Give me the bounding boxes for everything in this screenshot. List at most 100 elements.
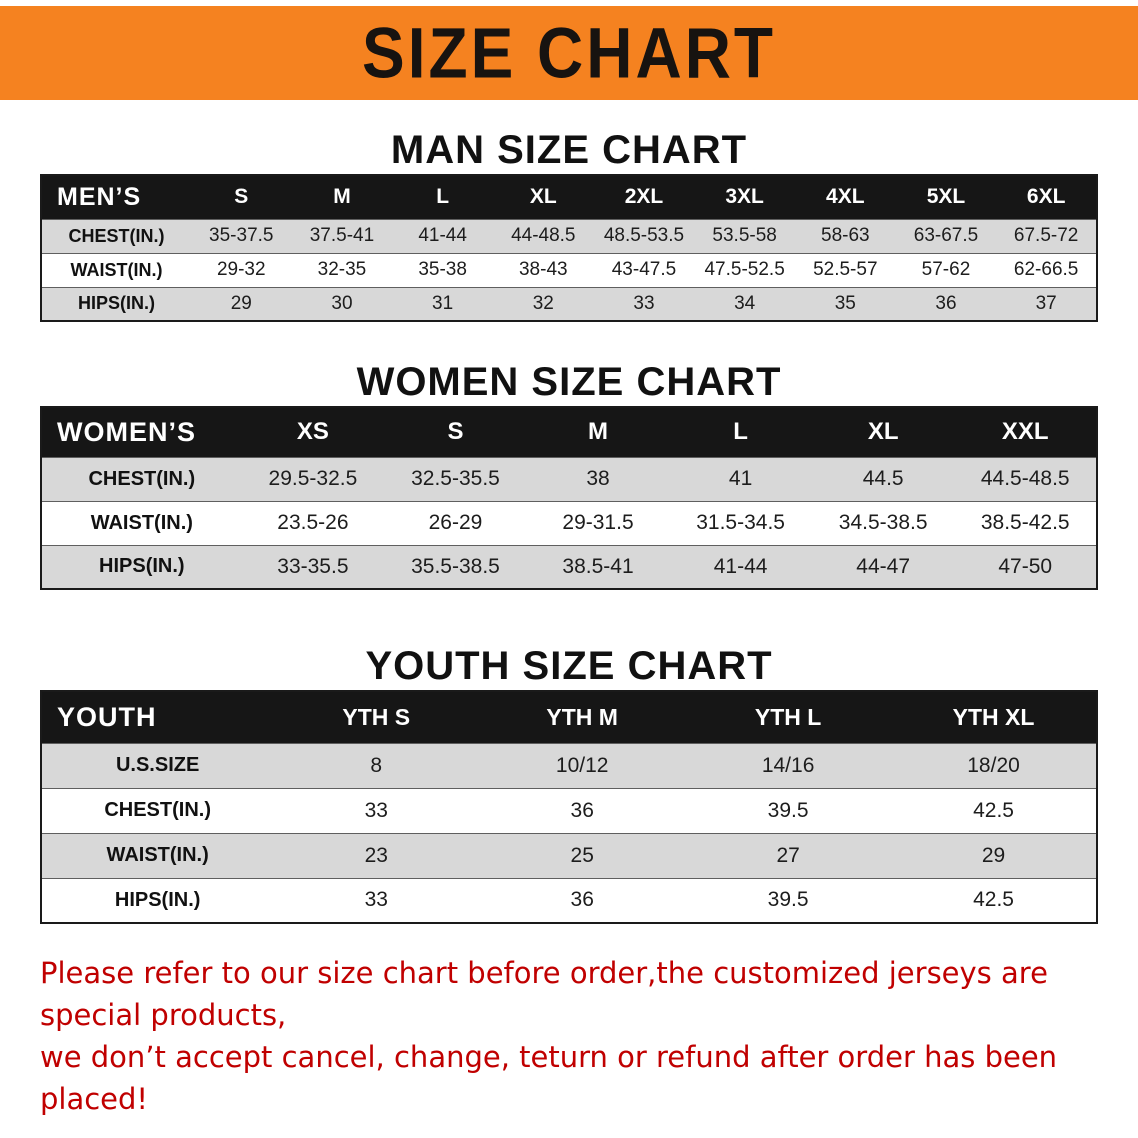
men-header-row: MEN’S S M L XL 2XL 3XL 4XL 5XL 6XL — [41, 175, 1097, 219]
youth-cell-0-3: 18/20 — [891, 742, 1097, 788]
men-cell-2-3: 32 — [492, 286, 594, 321]
men-cell-1-4: 43-47.5 — [593, 252, 695, 287]
men-row-2: HIPS(IN.) 29 30 31 32 33 34 35 36 37 — [41, 286, 1097, 321]
youth-cell-1-1: 36 — [479, 787, 686, 833]
youth-row-3: HIPS(IN.) 33 36 39.5 42.5 — [41, 877, 1097, 923]
men-row-label-2: HIPS(IN.) — [41, 286, 191, 321]
men-size-col-7: 5XL — [926, 185, 966, 209]
women-row-label-2: HIPS(IN.) — [41, 544, 242, 589]
women-size-col-0: XS — [296, 418, 329, 446]
women-row-label-1: WAIST(IN.) — [41, 500, 242, 545]
women-size-col-1: S — [447, 418, 464, 446]
men-cell-0-6: 58-63 — [794, 218, 896, 253]
men-cell-0-8: 67.5-72 — [996, 218, 1097, 253]
women-cell-1-2: 29-31.5 — [526, 500, 670, 545]
men-cell-1-5: 47.5-52.5 — [694, 252, 795, 287]
men-size-table: MEN’S S M L XL 2XL 3XL 4XL 5XL 6XL CHEST(IN.) 35-37… — [40, 174, 1098, 322]
men-cell-2-6: 35 — [794, 286, 896, 321]
men-section-heading: MAN SIZE CHART — [390, 128, 748, 172]
footer-line-2: we don’t accept cancel, change, teturn o… — [40, 1040, 1058, 1116]
women-cell-0-4: 44.5 — [811, 456, 955, 501]
youth-cell-3-2: 39.5 — [685, 877, 892, 923]
women-cell-0-5: 44.5-48.5 — [954, 456, 1097, 501]
women-cell-1-0: 23.5-26 — [241, 500, 385, 545]
women-cell-0-0: 29.5-32.5 — [241, 456, 385, 501]
men-section: MAN SIZE CHART MEN’S S M L XL 2XL 3XL 4XL 5XL 6XL… — [0, 126, 1138, 322]
men-row-0: CHEST(IN.) 35-37.5 37.5-41 41-44 44-48.5 48.5… — [41, 218, 1097, 253]
youth-row-0: U.S.SIZE 8 10/12 14/16 18/20 — [41, 742, 1097, 788]
men-cell-2-5: 34 — [694, 286, 795, 321]
men-cell-2-8: 37 — [996, 286, 1097, 321]
men-cell-0-7: 63-67.5 — [895, 218, 997, 253]
men-table-label: MEN’S — [57, 182, 142, 211]
men-cell-0-0: 35-37.5 — [190, 218, 292, 253]
men-cell-0-3: 44-48.5 — [492, 218, 594, 253]
women-row-label-0: CHEST(IN.) — [41, 456, 242, 501]
women-cell-0-3: 41 — [669, 456, 812, 501]
men-size-col-6: 4XL — [826, 185, 865, 209]
youth-size-col-2: YTH L — [754, 703, 822, 730]
footer-line-1: Please refer to our size chart before or… — [40, 956, 1048, 1032]
youth-cell-3-1: 36 — [479, 877, 686, 923]
youth-cell-3-0: 33 — [273, 877, 480, 923]
women-cell-2-2: 38.5-41 — [526, 544, 670, 589]
youth-size-table: YOUTH YTH S YTH M YTH L YTH XL U.S.SIZE 8 10/12… — [40, 690, 1098, 924]
women-cell-2-3: 41-44 — [669, 544, 812, 589]
footer-note: Please refer to our size chart before or… — [40, 952, 1098, 1120]
youth-section-heading: YOUTH SIZE CHART — [365, 644, 773, 688]
women-cell-1-3: 31.5-34.5 — [669, 500, 812, 545]
youth-header-row: YOUTH YTH S YTH M YTH L YTH XL — [41, 691, 1097, 743]
youth-row-1: CHEST(IN.) 33 36 39.5 42.5 — [41, 787, 1097, 833]
men-size-col-0: S — [234, 185, 249, 209]
women-section-heading: WOMEN SIZE CHART — [356, 360, 782, 404]
youth-row-label-3: HIPS(IN.) — [41, 877, 274, 923]
youth-cell-3-3: 42.5 — [891, 877, 1097, 923]
women-cell-0-1: 32.5-35.5 — [384, 456, 527, 501]
youth-size-col-3: YTH XL — [952, 703, 1035, 730]
women-row-1: WAIST(IN.) 23.5-26 26-29 29-31.5 31.5-34.5 34… — [41, 500, 1097, 545]
women-section: WOMEN SIZE CHART WOMEN’S XS S M L XL XXL CHEST(… — [0, 358, 1138, 590]
women-cell-2-5: 47-50 — [954, 544, 1097, 589]
youth-cell-2-3: 29 — [891, 832, 1097, 878]
men-cell-2-7: 36 — [895, 286, 997, 321]
men-cell-1-0: 29-32 — [190, 252, 292, 287]
men-size-col-5: 3XL — [725, 185, 764, 209]
women-row-2: HIPS(IN.) 33-35.5 35.5-38.5 38.5-41 41-44 44-… — [41, 544, 1097, 589]
youth-size-col-0: YTH S — [342, 703, 411, 730]
women-size-col-5: XXL — [1001, 418, 1049, 446]
men-row-label-0: CHEST(IN.) — [41, 218, 191, 253]
men-size-col-2: L — [436, 185, 450, 209]
men-row-1: WAIST(IN.) 29-32 32-35 35-38 38-43 43-47.5 47.… — [41, 252, 1097, 287]
youth-cell-1-3: 42.5 — [891, 787, 1097, 833]
women-size-col-4: XL — [867, 418, 899, 446]
women-cell-2-0: 33-35.5 — [241, 544, 385, 589]
men-cell-0-1: 37.5-41 — [291, 218, 393, 253]
women-size-table: WOMEN’S XS S M L XL XXL CHEST(IN.) 29.5-32.5 32.5… — [40, 406, 1098, 590]
women-header-row: WOMEN’S XS S M L XL XXL — [41, 407, 1097, 457]
women-row-0: CHEST(IN.) 29.5-32.5 32.5-35.5 38 41 44.5 44.5… — [41, 456, 1097, 501]
youth-cell-0-1: 10/12 — [479, 742, 686, 788]
men-size-col-3: XL — [529, 185, 557, 209]
men-cell-2-0: 29 — [190, 286, 292, 321]
men-cell-1-2: 35-38 — [392, 252, 493, 287]
youth-table-label: YOUTH — [57, 701, 157, 732]
men-cell-0-2: 41-44 — [392, 218, 493, 253]
youth-cell-1-2: 39.5 — [685, 787, 892, 833]
men-row-label-1: WAIST(IN.) — [41, 252, 191, 287]
size-chart-banner: SIZE CHART — [0, 6, 1138, 100]
youth-section: YOUTH SIZE CHART YOUTH YTH S YTH M YTH L YTH… — [0, 642, 1138, 924]
women-cell-1-4: 34.5-38.5 — [811, 500, 955, 545]
youth-cell-2-1: 25 — [479, 832, 686, 878]
youth-cell-1-0: 33 — [273, 787, 480, 833]
men-cell-1-7: 57-62 — [895, 252, 997, 287]
women-cell-2-1: 35.5-38.5 — [384, 544, 527, 589]
youth-row-label-2: WAIST(IN.) — [41, 832, 274, 878]
men-cell-1-6: 52.5-57 — [794, 252, 896, 287]
youth-cell-0-0: 8 — [273, 742, 480, 788]
youth-cell-2-0: 23 — [273, 832, 480, 878]
women-cell-0-2: 38 — [526, 456, 670, 501]
men-size-col-1: M — [333, 185, 351, 209]
men-cell-2-1: 30 — [291, 286, 393, 321]
men-cell-1-1: 32-35 — [291, 252, 393, 287]
youth-cell-2-2: 27 — [685, 832, 892, 878]
